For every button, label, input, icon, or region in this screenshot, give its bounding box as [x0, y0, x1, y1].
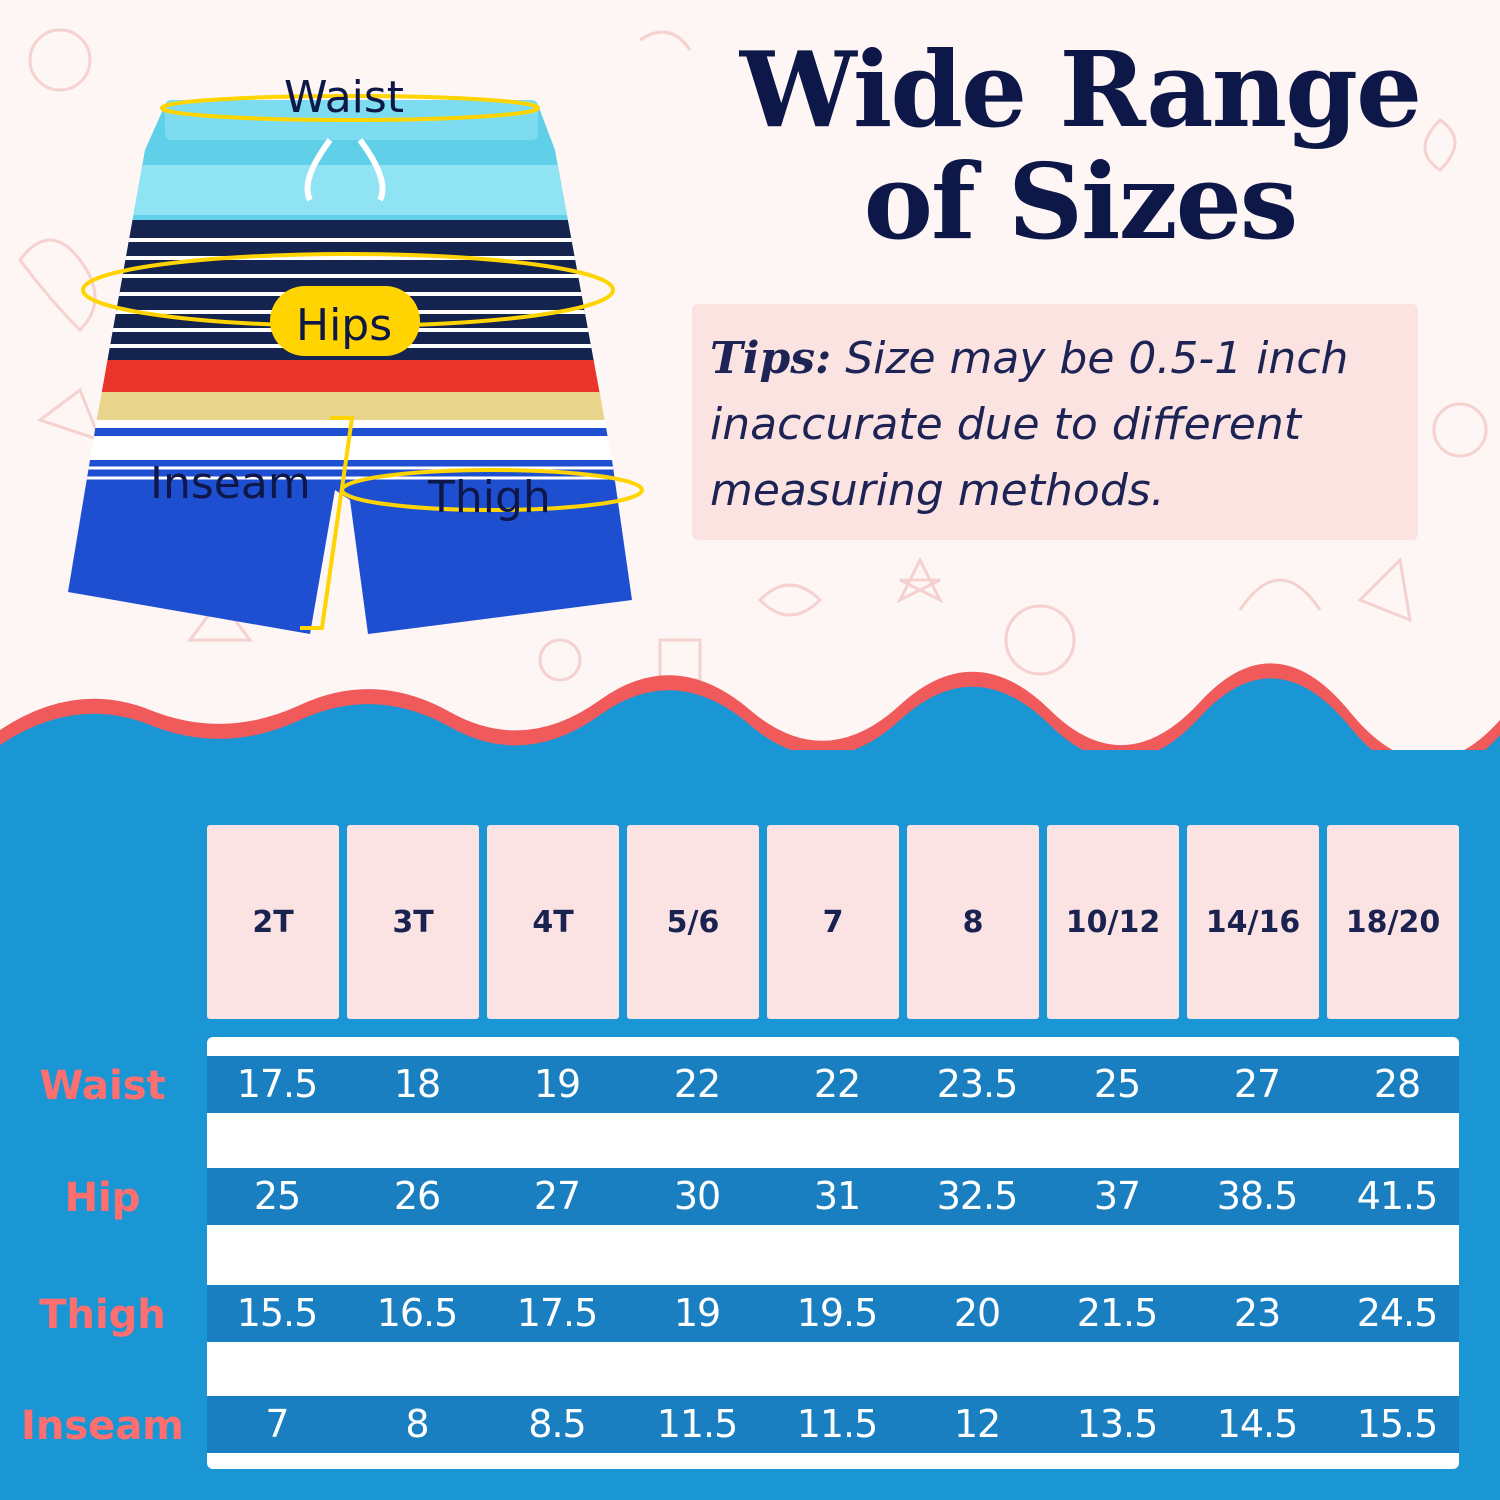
table-cell: 12 [953, 1402, 1001, 1446]
table-cell: 19 [673, 1291, 721, 1335]
size-header-cell: 14/16 [1187, 825, 1319, 1019]
title-line-1: Wide Range [739, 28, 1422, 151]
table-cell: 27 [1233, 1062, 1281, 1106]
table-cell: 20 [953, 1291, 1001, 1335]
row-label: Thigh [39, 1292, 166, 1338]
table-cell: 17.5 [236, 1062, 319, 1106]
table-cell: 17.5 [516, 1291, 599, 1335]
table-cell: 28 [1373, 1062, 1421, 1106]
table-cell: 31 [813, 1174, 861, 1218]
table-cell: 38.5 [1216, 1174, 1299, 1218]
table-cell: 14.5 [1216, 1402, 1299, 1446]
waist-label: Waist [284, 72, 405, 123]
row-label: Waist [39, 1063, 166, 1109]
size-header-cell: 3T [347, 825, 479, 1019]
table-cell: 11.5 [796, 1402, 879, 1446]
table-cell: 25 [1093, 1062, 1141, 1106]
title-line-2: of Sizes [863, 140, 1299, 263]
size-header-cell: 4T [487, 825, 619, 1019]
table-cell: 41.5 [1356, 1174, 1439, 1218]
table-cell: 37 [1093, 1174, 1141, 1218]
table-cell: 18 [393, 1062, 441, 1106]
table-cell: 32.5 [936, 1174, 1019, 1218]
table-cell: 30 [673, 1174, 721, 1218]
table-cell: 26 [393, 1174, 441, 1218]
table-cell: 25 [253, 1174, 301, 1218]
size-header-cell: 5/6 [627, 825, 759, 1019]
table-cell: 15.5 [1356, 1402, 1439, 1446]
swim-shorts-illustration [68, 94, 644, 634]
table-cell: 23 [1233, 1291, 1281, 1335]
table-cell: 8 [405, 1402, 429, 1446]
table-cell: 7 [265, 1402, 289, 1446]
tips-text: Tips: Size may be 0.5-1 inch inaccurate … [710, 326, 1402, 524]
size-header-cell: 7 [767, 825, 899, 1019]
tips-box: Tips: Size may be 0.5-1 inch inaccurate … [692, 304, 1418, 540]
table-cell: 13.5 [1076, 1402, 1159, 1446]
size-header-cell: 8 [907, 825, 1039, 1019]
table-cell: 11.5 [656, 1402, 739, 1446]
table-cell: 22 [673, 1062, 721, 1106]
table-row [207, 1285, 1459, 1342]
row-label: Inseam [21, 1403, 184, 1449]
table-cell: 15.5 [236, 1291, 319, 1335]
table-cell: 19.5 [796, 1291, 879, 1335]
doodle-pattern [18, 28, 1488, 682]
row-label: Hip [64, 1175, 141, 1221]
tips-body: Size may be 0.5-1 inch inaccurate due to… [710, 333, 1349, 516]
inseam-label: Inseam [150, 458, 311, 509]
tips-label: Tips: [710, 333, 832, 384]
table-row [207, 1056, 1459, 1113]
size-header-cell: 10/12 [1047, 825, 1179, 1019]
table-cell: 16.5 [376, 1291, 459, 1335]
thigh-label: Thigh [428, 472, 551, 523]
page-title: Wide Range of Sizes [700, 34, 1460, 258]
table-cell: 22 [813, 1062, 861, 1106]
table-cell: 24.5 [1356, 1291, 1439, 1335]
table-cell: 21.5 [1076, 1291, 1159, 1335]
table-cell: 27 [533, 1174, 581, 1218]
table-cell: 19 [533, 1062, 581, 1106]
table-row [207, 1168, 1459, 1225]
table-cell: 8.5 [528, 1402, 586, 1446]
hips-label: Hips [296, 300, 393, 351]
size-header-cell: 2T [207, 825, 339, 1019]
table-row [207, 1396, 1459, 1453]
size-header-cell: 18/20 [1327, 825, 1459, 1019]
table-cell: 23.5 [936, 1062, 1019, 1106]
